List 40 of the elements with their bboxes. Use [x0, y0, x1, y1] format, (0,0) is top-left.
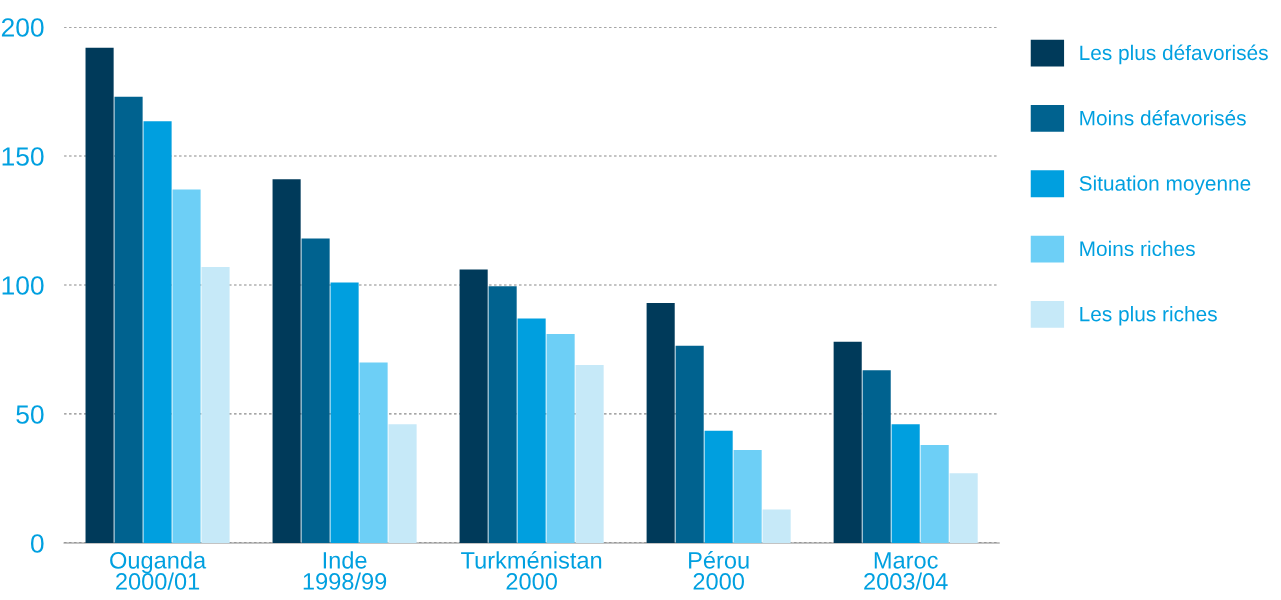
y-tick-label: 200 [1, 18, 44, 37]
y-tick-label: 150 [2, 147, 44, 166]
bar [704, 430, 733, 543]
x-tick-label: Pérou 2000 [689, 551, 749, 590]
bar [459, 269, 488, 543]
x-tick-label: Ouganda 2000/01 [110, 551, 207, 590]
bar [546, 334, 575, 543]
x-tick-label: Maroc 2003/04 [864, 552, 948, 590]
bar [675, 345, 704, 543]
bar [85, 47, 114, 543]
bar [359, 362, 388, 543]
bar [862, 370, 891, 543]
bar [114, 96, 143, 543]
bar [301, 238, 330, 543]
legend-label: Moins riches [1080, 240, 1195, 257]
bar [891, 424, 920, 543]
bar [833, 341, 862, 543]
bar [575, 364, 604, 543]
bar [733, 450, 762, 543]
x-tick-label: Turkménistan 2000 [461, 551, 602, 590]
bar [949, 473, 978, 543]
bar [272, 179, 301, 543]
bar [172, 189, 201, 543]
bar [517, 318, 546, 543]
bar [201, 266, 230, 543]
x-tick-label: Inde 1998/99 [303, 551, 387, 590]
legend-label: Moins défavorisés [1080, 109, 1246, 126]
y-tick-label: 0 [30, 534, 44, 553]
bar [143, 121, 172, 543]
legend-label: Les plus riches [1080, 306, 1217, 326]
bar [646, 303, 675, 543]
y-tick-label: 50 [16, 405, 44, 424]
bar [488, 286, 517, 543]
bar [330, 282, 359, 543]
bar [920, 444, 949, 543]
legend-label: Situation moyenne [1079, 175, 1251, 195]
bar [388, 424, 417, 543]
y-tick-label: 100 [2, 276, 44, 295]
bar [762, 509, 791, 543]
legend-label: Les plus défavorisés [1080, 44, 1268, 65]
